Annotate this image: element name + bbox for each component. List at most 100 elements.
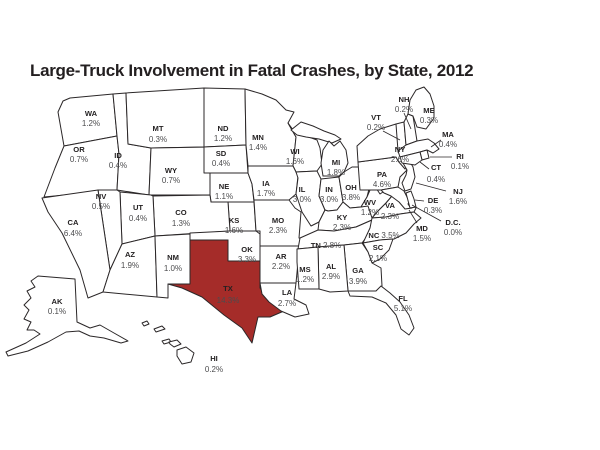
svg-text:1.7%: 1.7% [257,189,275,198]
svg-text:NV: NV [96,192,107,201]
state-label-mt: MT 0.3% [149,124,167,144]
svg-text:OR: OR [73,145,85,154]
svg-text:AZ: AZ [125,250,135,259]
svg-text:MS: MS [299,265,310,274]
state-label-nh: NH0.2% [395,95,413,114]
state-label-md: MD1.5% [413,224,431,243]
leader-dc [411,204,442,222]
state-label-sd: SD0.4% [212,149,230,168]
state-label-wv: WV1.2% [361,198,379,217]
svg-text:0.3%: 0.3% [424,206,442,215]
svg-text:MT: MT [153,124,164,133]
svg-text:1.5%: 1.5% [413,234,431,243]
leader-vt [382,130,401,141]
svg-text:AK: AK [52,297,63,306]
state-label-oh: OH3.8% [342,183,360,202]
svg-text:1.8%: 1.8% [327,168,345,177]
svg-text:1.2%: 1.2% [214,134,232,143]
state-label-me: ME0.3% [420,106,438,125]
leader-ma [430,139,442,148]
hi-island-2 [153,325,166,333]
state-label-ne: NE1.1% [215,182,233,201]
leader-nh [403,112,412,130]
hi-island-4 [168,339,182,348]
svg-text:3.0%: 3.0% [320,195,338,204]
svg-text:3.0%: 3.0% [293,195,311,204]
svg-text:IN: IN [325,185,333,194]
state-label-ny: NY2.6% [391,145,409,164]
svg-text:GA: GA [352,266,364,275]
svg-text:2.9%: 2.9% [322,272,340,281]
svg-text:3.9%: 3.9% [349,277,367,286]
state-label-ca: CA 6.4% [64,218,82,238]
state-label-mo: MO2.3% [269,216,287,235]
svg-text:1.3%: 1.3% [172,219,190,228]
svg-text:0.2%: 0.2% [395,105,413,114]
svg-text:1.2%: 1.2% [296,275,314,284]
state-label-nj: NJ1.6% [449,187,467,206]
state-label-mi: MI1.8% [327,158,345,177]
svg-text:ME: ME [423,106,434,115]
svg-text:1.2%: 1.2% [361,208,379,217]
state-label-wa: WA1.2% [82,109,100,128]
state-label-ms: MS1.2% [296,265,314,284]
svg-text:NC 3.5%: NC 3.5% [368,231,399,240]
svg-text:RI: RI [456,152,464,161]
svg-text:NY: NY [395,145,406,154]
state-ct [399,151,423,166]
state-label-nm: NM 1.0% [164,253,182,273]
svg-text:ND: ND [218,124,229,133]
svg-text:MD: MD [416,224,428,233]
state-label-ks: KS1.6% [225,216,243,235]
state-label-ga: GA 3.9% [349,266,367,286]
svg-text:WV: WV [364,198,377,207]
svg-text:CT: CT [431,163,441,172]
state-label-ri: RI0.1% [451,152,469,171]
state-label-or: OR0.7% [70,145,88,164]
svg-text:WA: WA [85,109,98,118]
svg-text:0.3%: 0.3% [149,135,167,144]
state-label-ct: CT 0.4% [427,163,445,184]
svg-text:NJ: NJ [453,187,463,196]
state-labels: WA1.2%OR0.7%CA6.4%NV0.5%ID0.4%UT0.4%AZ1.… [48,95,469,374]
svg-text:NE: NE [219,182,230,191]
state-label-pa: PA4.6% [373,170,391,189]
state-label-nc: NC 3.5% [368,231,399,240]
state-la [259,282,310,318]
svg-text:1.4%: 1.4% [249,143,267,152]
svg-text:HI: HI [210,354,218,363]
state-label-dc: D.C.0.0% [444,218,462,237]
state-label-fl: FL5.1% [394,294,412,313]
svg-text:0.5%: 0.5% [92,202,110,211]
state-label-nv: NV0.5% [92,192,110,211]
hi-island-5 [176,346,195,365]
svg-text:WY: WY [165,166,177,175]
state-label-vt: VT0.2% [367,113,385,132]
svg-text:DE: DE [428,196,439,205]
leader-lines [382,112,452,224]
state-label-in: IN3.0% [320,185,338,204]
state-az [102,235,158,298]
state-label-ut: UT 0.4% [129,203,147,223]
state-mi-upper-peninsula [290,121,342,144]
svg-text:VT: VT [371,113,381,122]
svg-text:D.C.: D.C. [445,218,460,227]
svg-text:MN: MN [252,133,264,142]
svg-text:0.7%: 0.7% [70,155,88,164]
svg-text:1.9%: 1.9% [121,261,139,270]
state-label-wy: WY0.7% [162,166,180,185]
state-md [380,186,413,210]
page-title: Large-Truck Involvement in Fatal Crashes… [30,61,474,80]
svg-text:IA: IA [262,179,270,188]
state-nh [403,113,418,146]
svg-text:0.1%: 0.1% [451,162,469,171]
svg-text:UT: UT [133,203,143,212]
state-label-nd: ND1.2% [214,124,232,143]
svg-text:1.2%: 1.2% [82,119,100,128]
svg-text:0.4%: 0.4% [129,214,147,223]
svg-text:3.8%: 3.8% [342,193,360,202]
state-label-mn: MN1.4% [249,133,267,152]
state-ca [41,189,111,299]
state-shapes [5,86,440,365]
